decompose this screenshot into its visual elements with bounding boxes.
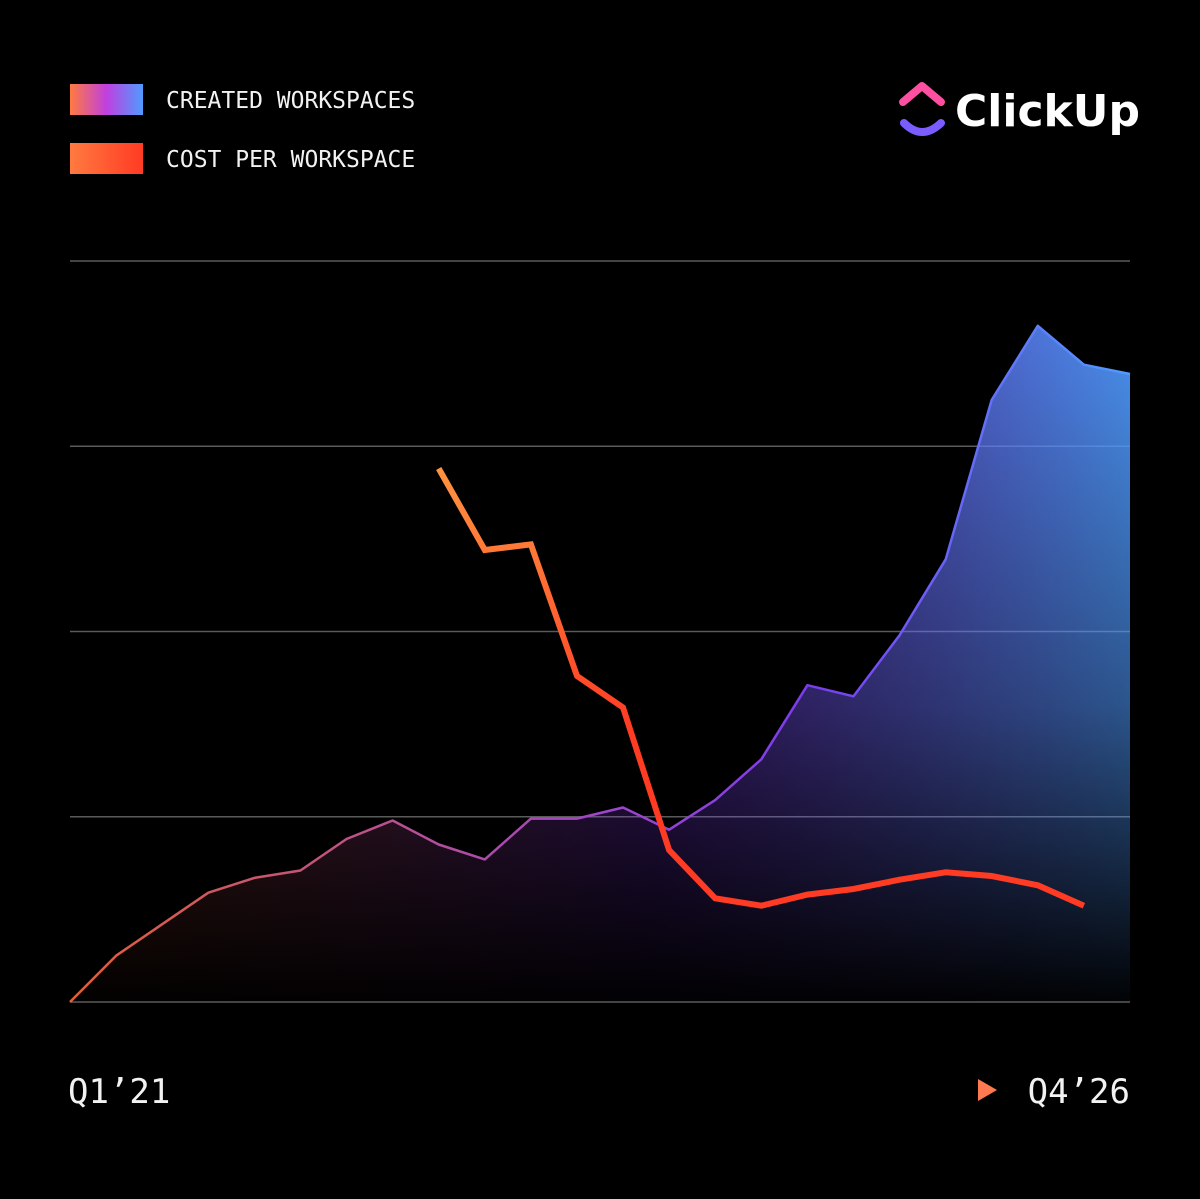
logo-text: ClickUp: [955, 86, 1140, 137]
line: [436, 467, 1086, 909]
legend-label: COST PER WORKSPACE: [166, 147, 415, 173]
plot-area: [69, 260, 1131, 1003]
logo-icon: [899, 82, 945, 136]
legend-swatch: [70, 84, 143, 115]
x-tick-label: Q1’21: [68, 1072, 170, 1112]
x-tick-label: Q4’26: [1028, 1072, 1130, 1112]
legend-swatch: [70, 143, 143, 174]
area-edge: [69, 324, 1131, 1003]
area-fill: [70, 325, 1130, 1002]
arrow-head: [978, 1079, 997, 1101]
legend-label: CREATED WORKSPACES: [166, 88, 415, 114]
